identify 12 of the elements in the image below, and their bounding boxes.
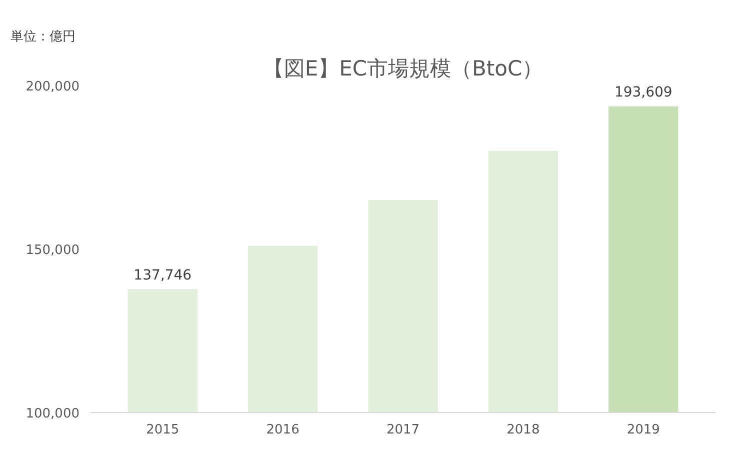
y-tick-label: 100,000 <box>26 406 80 422</box>
chart-title: 【図E】EC市場規模（BtoC） <box>262 56 544 80</box>
data-label: 193,609 <box>614 84 672 101</box>
x-tick-label: 2016 <box>266 422 300 438</box>
y-tick-label: 200,000 <box>26 80 80 94</box>
x-tick-label: 2015 <box>146 422 180 438</box>
x-tick-label: 2017 <box>386 422 420 438</box>
x-tick-label: 2019 <box>626 422 660 438</box>
text: 単位：億円 <box>10 30 76 44</box>
x-tick-label: 2018 <box>506 422 540 438</box>
y-tick-label: 150,000 <box>26 243 80 258</box>
data-label: 137,746 <box>134 267 192 284</box>
